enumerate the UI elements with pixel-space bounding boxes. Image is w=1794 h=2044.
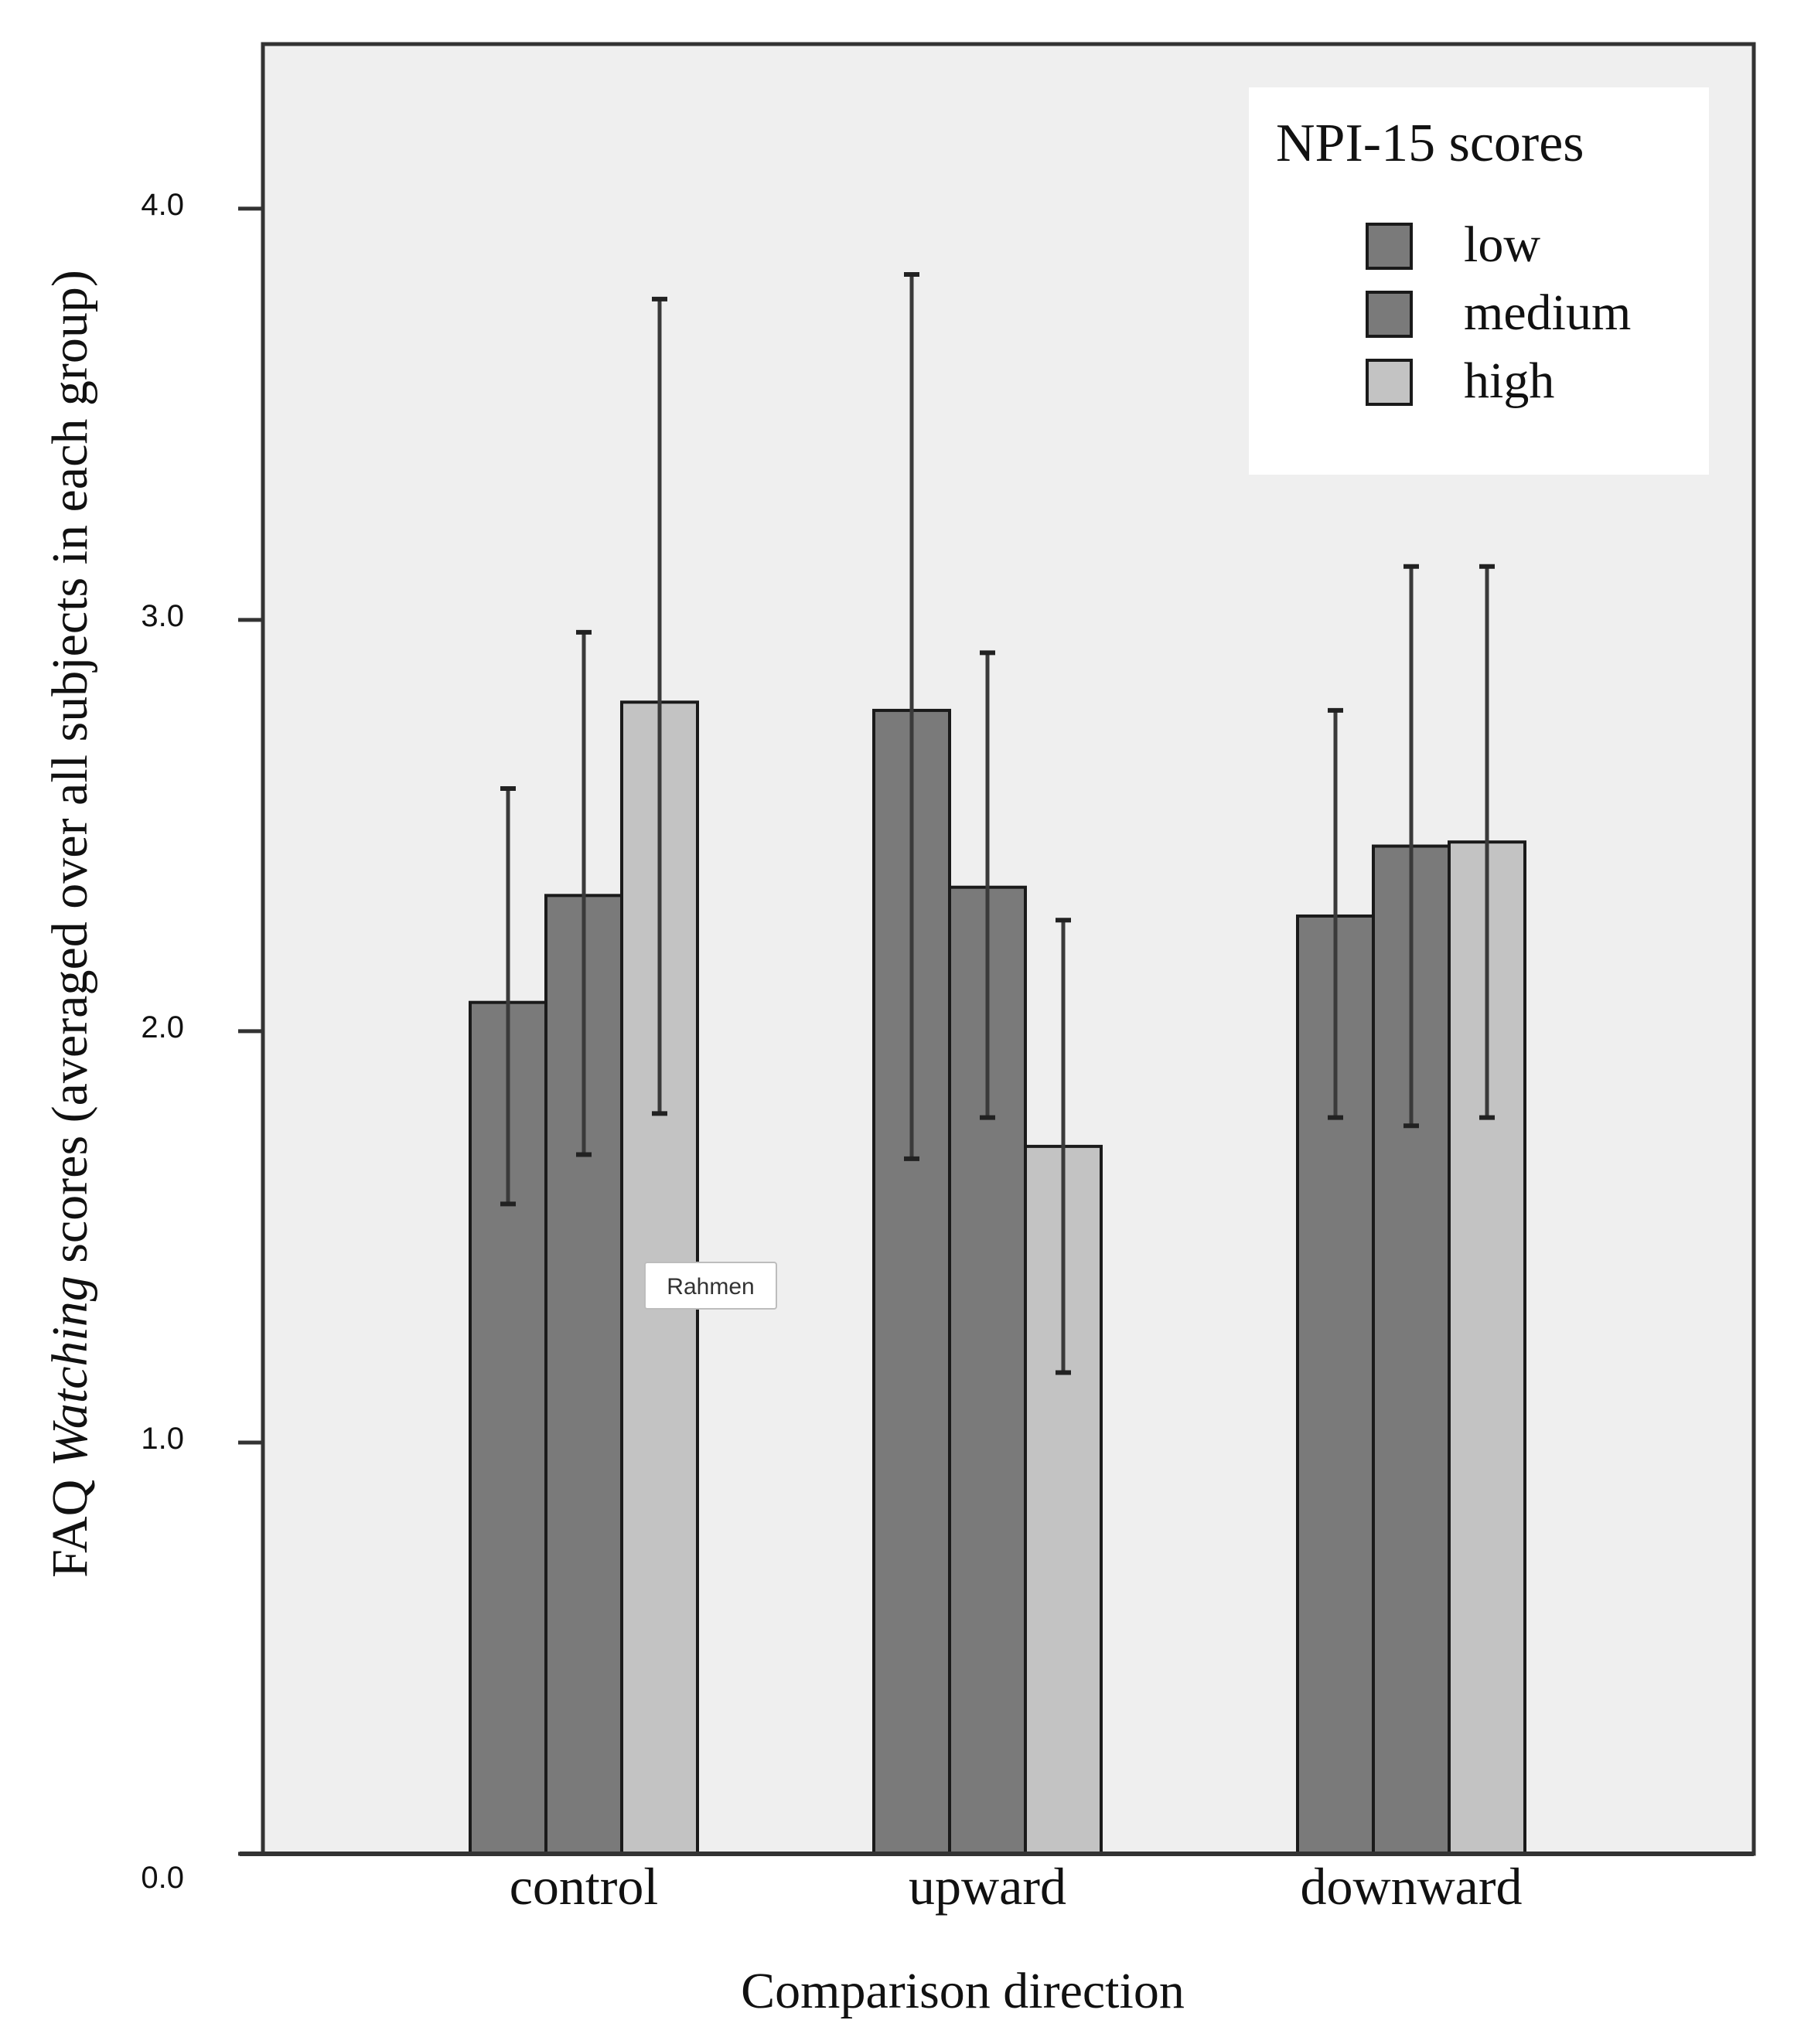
y-tick-label: 1.0 — [141, 1422, 184, 1456]
x-tick-label-upward: upward — [909, 1857, 1066, 1916]
legend-label-high: high — [1464, 353, 1554, 409]
y-axis-title-prefix: FAQ — [42, 1467, 98, 1578]
legend-swatch-low — [1366, 223, 1413, 270]
legend-swatch-high — [1366, 359, 1413, 406]
x-tick-label-downward: downward — [1300, 1857, 1522, 1916]
legend-items: low medium high — [1366, 216, 1631, 409]
legend-box — [1249, 87, 1709, 475]
legend: NPI-15 scores low medium high — [1249, 87, 1709, 475]
y-axis-title-suffix: scores (averaged over all subjects in ea… — [42, 270, 98, 1276]
legend-label-low: low — [1464, 216, 1540, 273]
tooltip: Rahmen — [644, 1262, 777, 1310]
legend-label-medium: medium — [1464, 284, 1631, 341]
x-tick-label-control: control — [510, 1857, 659, 1916]
y-axis-title-italic: Watching — [42, 1276, 98, 1467]
legend-swatch-medium — [1366, 291, 1413, 338]
tooltip-box — [644, 1262, 777, 1310]
x-axis: control upward downward — [240, 1852, 1754, 1916]
y-axis-title: FAQ Watching scores (averaged over all s… — [42, 270, 98, 1578]
y-tick-label: 4.0 — [141, 188, 184, 222]
y-tick-label: 3.0 — [141, 599, 184, 633]
y-tick-label: 0.0 — [141, 1861, 184, 1895]
x-axis-title: Comparison direction — [741, 1963, 1185, 2019]
error-bars-layer — [500, 271, 1495, 1375]
tooltip-text: Rahmen — [667, 1274, 754, 1300]
y-axis: 0.0 1.0 2.0 3.0 4.0 — [141, 44, 265, 1895]
y-tick-label: 2.0 — [141, 1010, 184, 1044]
legend-title: NPI-15 scores — [1276, 114, 1584, 173]
